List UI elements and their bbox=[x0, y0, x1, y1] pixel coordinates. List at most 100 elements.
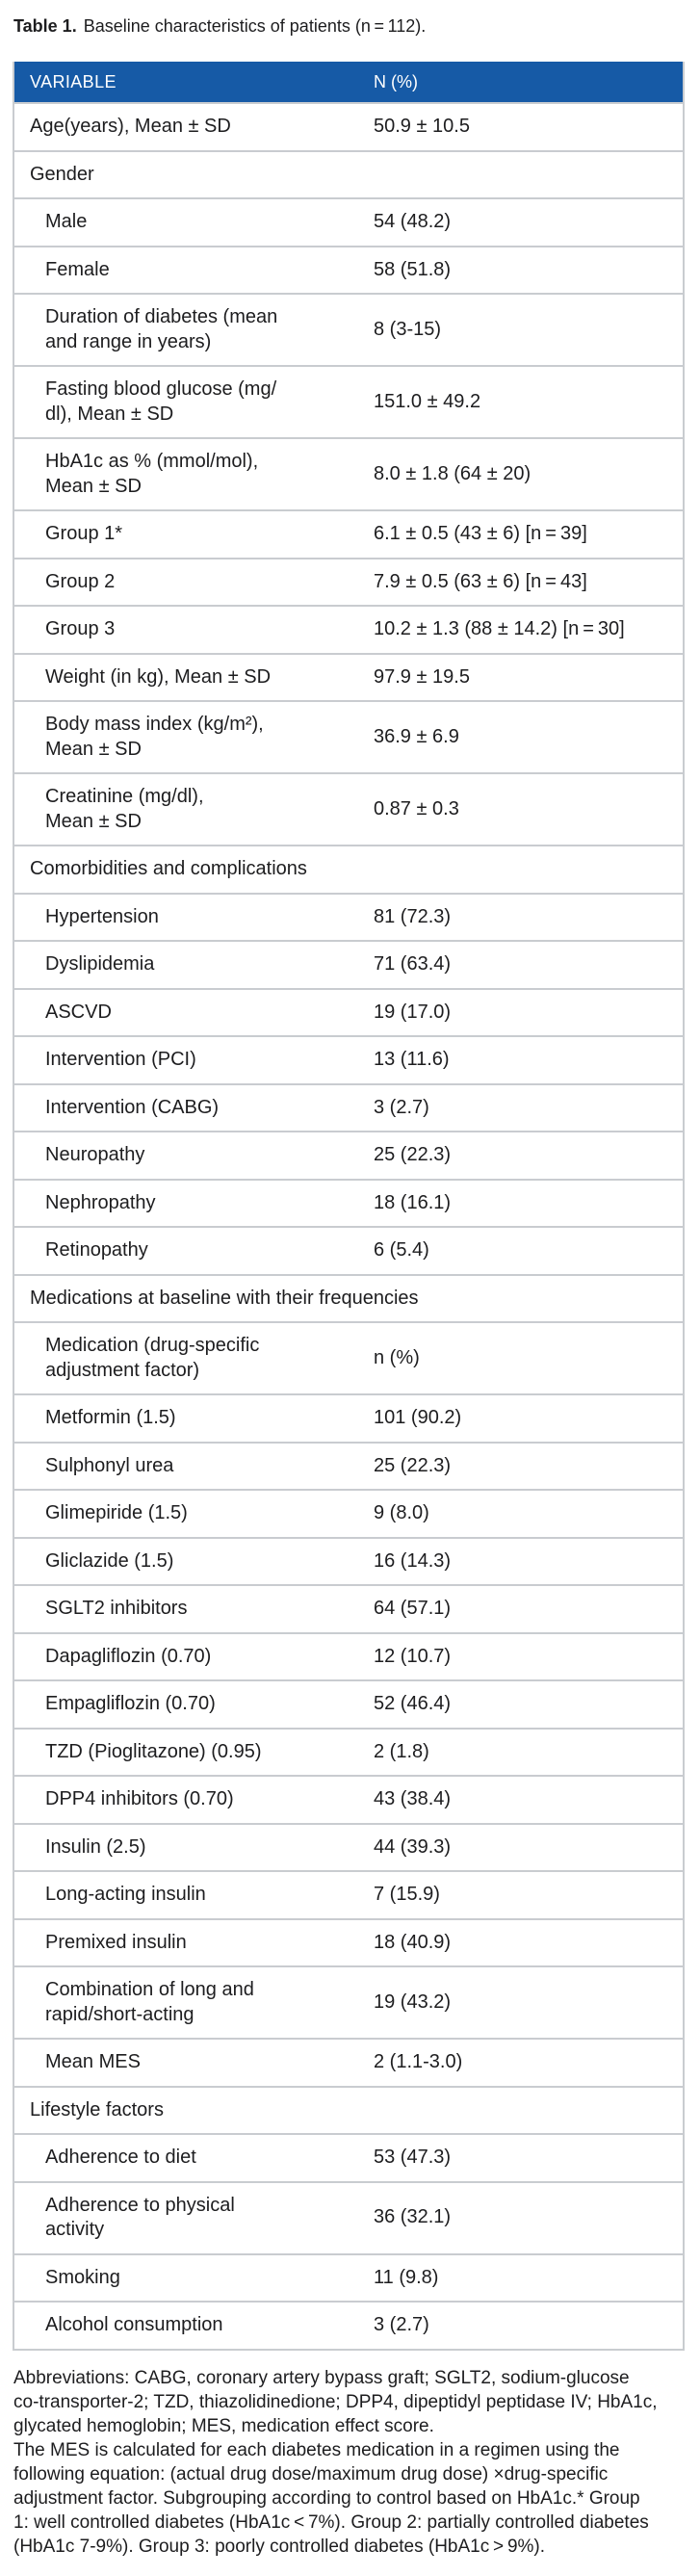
row-value: 52 (46.4) bbox=[374, 1693, 452, 1714]
row-label: Fasting blood glucose (mg/ dl), Mean ± S… bbox=[45, 378, 277, 425]
table-row: Male 54 (48.2) bbox=[14, 197, 683, 246]
row-label: Group 3 bbox=[45, 618, 116, 639]
row-value: 0.87 ± 0.3 bbox=[374, 797, 459, 820]
row-label: SGLT2 inhibitors bbox=[45, 1598, 188, 1619]
footnote-line: 1: well controlled diabetes (HbA1c < 7%)… bbox=[13, 2511, 649, 2533]
table-row: Sulphonyl urea 25 (22.3) bbox=[14, 1441, 683, 1490]
footnote-line: following equation: (actual drug dose/ma… bbox=[13, 2463, 609, 2485]
table-row: Adherence to physical activity 36 (32.1) bbox=[14, 2180, 683, 2253]
table-row: Body mass index (kg/m²), Mean ± SD 36.9 ±… bbox=[14, 700, 683, 772]
row-value: 10.2 ± 1.3 (88 ± 14.2) [n = 30] bbox=[374, 618, 625, 639]
row-label: Smoking bbox=[45, 2266, 120, 2288]
baseline-characteristics-table: VARIABLE N (%) Age(years), Mean ± SD 50.9… bbox=[13, 62, 685, 2351]
row-label: Premixed insulin bbox=[45, 1931, 187, 1953]
row-label: Long-acting insulin bbox=[45, 1884, 206, 1905]
table-row: Group 1* 6.1 ± 0.5 (43 ± 6) [n = 39] bbox=[14, 509, 683, 558]
table-row: Creatinine (mg/dl), Mean ± SD 0.87 ± 0.3 bbox=[14, 772, 683, 845]
row-label: Dapagliflozin (0.70) bbox=[45, 1645, 212, 1667]
row-label: Male bbox=[45, 211, 88, 232]
row-value: 44 (39.3) bbox=[374, 1835, 452, 1858]
row-value: 2 (1.1-3.0) bbox=[374, 2051, 463, 2072]
row-label: Medication (drug-specific adjustment fac… bbox=[45, 1335, 260, 1381]
table-row: Age(years), Mean ± SD 50.9 ± 10.5 bbox=[14, 102, 683, 150]
row-label: DPP4 inhibitors (0.70) bbox=[45, 1788, 234, 1809]
table-row: Mean MES 2 (1.1-3.0) bbox=[14, 2038, 683, 2086]
table-row: Dapagliflozin (0.70) 12 (10.7) bbox=[14, 1631, 683, 1680]
footnote-line: Abbreviations: CABG, coronary artery byp… bbox=[13, 2367, 630, 2388]
table-row: Nephropathy 18 (16.1) bbox=[14, 1178, 683, 1227]
row-value: 43 (38.4) bbox=[374, 1788, 452, 1809]
row-label: Medications at baseline with their frequ… bbox=[30, 1287, 419, 1309]
row-value: 3 (2.7) bbox=[374, 1096, 429, 1118]
row-value: 7.9 ± 0.5 (63 ± 6) [n = 43] bbox=[374, 570, 587, 592]
row-label: Alcohol consumption bbox=[45, 2314, 223, 2335]
table-caption-label: Table 1. bbox=[13, 16, 77, 36]
table-row: TZD (Pioglitazone) (0.95) 2 (1.8) bbox=[14, 1727, 683, 1776]
row-value: 18 (16.1) bbox=[374, 1191, 452, 1213]
row-value: 18 (40.9) bbox=[374, 1931, 452, 1953]
table-row: Weight (in kg), Mean ± SD 97.9 ± 19.5 bbox=[14, 652, 683, 701]
row-label: HbA1c as % (mmol/mol), Mean ± SD bbox=[45, 451, 259, 497]
row-label: Weight (in kg), Mean ± SD bbox=[45, 665, 272, 688]
row-label: Mean MES bbox=[45, 2051, 141, 2072]
row-label: Glimepiride (1.5) bbox=[45, 1502, 188, 1523]
row-label: Group 2 bbox=[45, 570, 116, 592]
row-label: Body mass index (kg/m²), Mean ± SD bbox=[45, 714, 264, 760]
row-value: 8.0 ± 1.8 (64 ± 20) bbox=[374, 462, 531, 484]
row-label: Nephropathy bbox=[45, 1191, 156, 1213]
footnote-line: adjustment factor. Subgrouping according… bbox=[13, 2487, 640, 2509]
table-section-row: Comorbidities and complications bbox=[14, 845, 683, 893]
table-caption: Table 1. Baseline characteristics of pati… bbox=[13, 15, 687, 37]
row-label: Hypertension bbox=[45, 905, 159, 927]
table-body: Age(years), Mean ± SD 50.9 ± 10.5 Gender Ma… bbox=[14, 102, 683, 2349]
row-value: 6 (5.4) bbox=[374, 1239, 429, 1261]
table-caption-text: Baseline characteristics of patients (n … bbox=[83, 16, 427, 36]
table-row: Hypertension 81 (72.3) bbox=[14, 892, 683, 941]
footnote-line: (HbA1c 7-9%). Group 3: poorly controlled… bbox=[13, 2536, 546, 2557]
table-section-row: Lifestyle factors bbox=[14, 2085, 683, 2134]
table-row: Retinopathy 6 (5.4) bbox=[14, 1226, 683, 1274]
row-label: Metformin (1.5) bbox=[45, 1407, 176, 1428]
table-row: Fasting blood glucose (mg/ dl), Mean ± S… bbox=[14, 365, 683, 437]
table-row: Intervention (CABG) 3 (2.7) bbox=[14, 1082, 683, 1132]
row-label: Empagliflozin (0.70) bbox=[45, 1693, 216, 1714]
row-value: 9 (8.0) bbox=[374, 1502, 429, 1523]
table-section-row: Medications at baseline with their frequ… bbox=[14, 1273, 683, 1322]
table-row: Dyslipidemia 71 (63.4) bbox=[14, 940, 683, 988]
row-value: 25 (22.3) bbox=[374, 1144, 452, 1165]
row-value: 151.0 ± 49.2 bbox=[374, 390, 481, 412]
row-label: Intervention (PCI) bbox=[45, 1049, 196, 1070]
row-value: 36 (32.1) bbox=[374, 2206, 452, 2228]
row-value: 25 (22.3) bbox=[374, 1454, 452, 1476]
row-label: Duration of diabetes (mean and range in … bbox=[45, 306, 278, 352]
table-row: Female 58 (51.8) bbox=[14, 245, 683, 294]
row-value: 11 (9.8) bbox=[374, 2266, 439, 2288]
footnote-line: The MES is calculated for each diabetes … bbox=[13, 2439, 620, 2460]
table-row: Long-acting insulin 7 (15.9) bbox=[14, 1870, 683, 1918]
row-value: 53 (47.3) bbox=[374, 2147, 452, 2168]
table-row: DPP4 inhibitors (0.70) 43 (38.4) bbox=[14, 1775, 683, 1823]
row-label: ASCVD bbox=[45, 1001, 112, 1023]
row-value: 50.9 ± 10.5 bbox=[374, 116, 470, 137]
row-value: 19 (17.0) bbox=[374, 1001, 452, 1023]
row-label: Neuropathy bbox=[45, 1144, 145, 1165]
row-value: n (%) bbox=[374, 1346, 420, 1368]
footnote: Abbreviations: CABG, coronary artery byp… bbox=[13, 2366, 687, 2559]
table-row: Neuropathy 25 (22.3) bbox=[14, 1131, 683, 1179]
footnote-line: co-transporter-2; TZD, thiazolidinedione… bbox=[13, 2391, 658, 2412]
row-label: Insulin (2.5) bbox=[45, 1835, 146, 1858]
table-row: HbA1c as % (mmol/mol), Mean ± SD 8.0 ± 1.… bbox=[14, 437, 683, 509]
table-row: Adherence to diet 53 (47.3) bbox=[14, 2133, 683, 2181]
table-row: ASCVD 19 (17.0) bbox=[14, 987, 683, 1036]
row-value: 16 (14.3) bbox=[374, 1549, 452, 1572]
row-value: 2 (1.8) bbox=[374, 1740, 429, 1762]
row-value: 19 (43.2) bbox=[374, 1991, 452, 2013]
row-label: Intervention (CABG) bbox=[45, 1096, 220, 1118]
table-row: Premixed insulin 18 (40.9) bbox=[14, 1917, 683, 1966]
row-value: 8 (3-15) bbox=[374, 318, 442, 340]
row-value: 7 (15.9) bbox=[374, 1884, 440, 1905]
row-label: Adherence to diet bbox=[45, 2147, 196, 2168]
row-label: Creatinine (mg/dl), Mean ± SD bbox=[45, 786, 204, 832]
table-row: Insulin (2.5) 44 (39.3) bbox=[14, 1822, 683, 1871]
row-value: 13 (11.6) bbox=[374, 1049, 450, 1070]
